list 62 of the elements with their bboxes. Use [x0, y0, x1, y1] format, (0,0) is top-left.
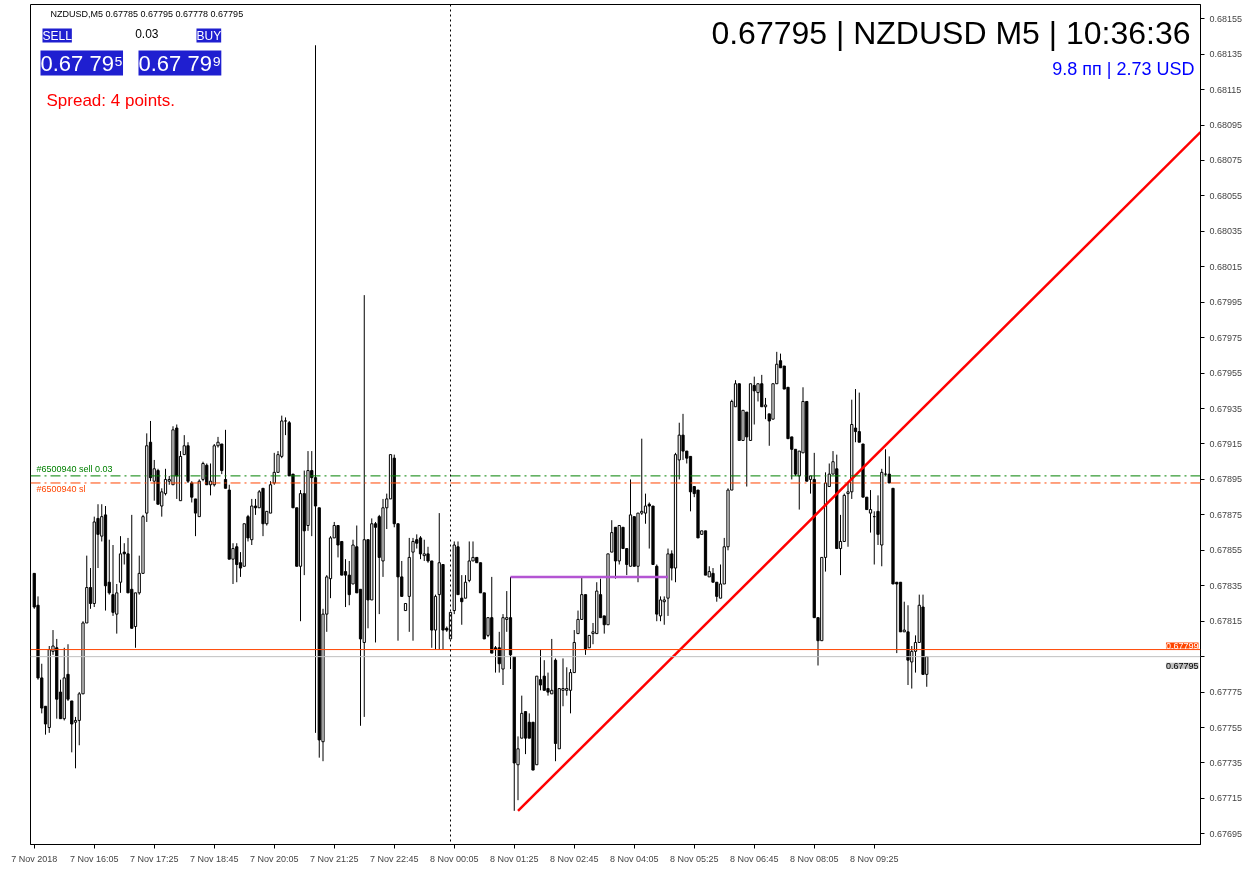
- y-tick-label: 0.67935: [1209, 403, 1243, 414]
- x-tick-label: 7 Nov 2018: [11, 853, 58, 864]
- y-tick-label: 0.67815: [1209, 616, 1243, 627]
- annotation: 0.67795 | NZDUSD M5 | 10:36:36: [711, 14, 1191, 51]
- candlestick: [201, 461, 205, 482]
- y-tick-label: 0.68135: [1209, 49, 1243, 60]
- x-tick-label: 8 Nov 01:25: [489, 853, 539, 864]
- y-tick-label: 0.68035: [1209, 226, 1243, 237]
- y-tick-label: 0.67955: [1209, 368, 1243, 379]
- x-tick-label: 8 Nov 08:05: [789, 853, 839, 864]
- candlestick: [565, 666, 569, 697]
- y-tick-label: 0.68115: [1209, 84, 1242, 95]
- annotation: SELL: [42, 28, 73, 43]
- candlestick: [235, 542, 239, 583]
- x-tick-label: 8 Nov 04:05: [609, 853, 659, 864]
- candlestick: [467, 540, 471, 583]
- annotation: 0.67 79⁵: [40, 50, 124, 76]
- y-tick-label: 0.68055: [1209, 190, 1243, 201]
- y-tick-label: 0.67915: [1209, 438, 1243, 449]
- annotation: 9.8 пп | 2.73 USD: [1052, 58, 1195, 79]
- annotation: NZDUSD,M5 0.67785 0.67795 0.67778 0.67795: [50, 8, 244, 19]
- y-tick-label: 0.67835: [1209, 580, 1243, 591]
- ref-line-label: #6500940 sell 0.03: [36, 463, 113, 474]
- x-tick-label: 8 Nov 00:05: [429, 853, 479, 864]
- y-tick-label: 0.67995: [1209, 297, 1243, 308]
- y-tick-label: 0.68155: [1209, 13, 1243, 24]
- y-tick-label: 0.67715: [1209, 793, 1243, 804]
- annotation: BUY: [196, 28, 222, 43]
- x-tick-label: 8 Nov 02:45: [549, 853, 599, 864]
- y-tick-label: 0.67735: [1209, 757, 1243, 768]
- x-tick-label: 7 Nov 17:25: [129, 853, 179, 864]
- x-tick-label: 7 Nov 21:25: [309, 853, 359, 864]
- y-tick-label: 0.67895: [1209, 474, 1243, 485]
- y-tick-label: 0.67695: [1209, 828, 1243, 839]
- x-tick-label: 8 Nov 06:45: [729, 853, 779, 864]
- candlestick: [887, 455, 891, 484]
- x-tick-label: 7 Nov 16:05: [69, 853, 119, 864]
- candlestick: [857, 392, 861, 443]
- candlestick: [422, 539, 426, 562]
- x-tick-label: 7 Nov 20:05: [249, 853, 299, 864]
- y-tick-label: 0.67975: [1209, 332, 1243, 343]
- ref-line-label: 0.67795: [1165, 660, 1199, 671]
- x-tick-label: 7 Nov 22:45: [369, 853, 419, 864]
- y-tick-label: 0.68095: [1209, 120, 1243, 131]
- y-tick-label: 0.68015: [1209, 261, 1243, 272]
- y-tick-label: 0.67755: [1209, 722, 1243, 733]
- y-tick-label: 0.67855: [1209, 545, 1243, 556]
- ref-line-label: 0.67799: [1165, 640, 1199, 651]
- ref-line-label: #6500940 sl: [36, 483, 86, 494]
- annotation: Spread: 4 points.: [46, 90, 176, 110]
- candlestick: [681, 413, 685, 461]
- y-tick-label: 0.67875: [1209, 509, 1243, 520]
- x-tick-label: 7 Nov 18:45: [189, 853, 239, 864]
- y-tick-label: 0.68075: [1209, 155, 1243, 166]
- candlestick: [643, 493, 648, 525]
- annotation: 0.67 79⁹: [138, 50, 222, 76]
- candlestick: [111, 544, 115, 617]
- x-tick-label: 8 Nov 05:25: [669, 853, 719, 864]
- x-tick-label: 8 Nov 09:25: [849, 853, 899, 864]
- candlestick: [411, 537, 415, 642]
- y-tick-label: 0.67775: [1209, 687, 1243, 698]
- annotation: 0.03: [135, 26, 159, 41]
